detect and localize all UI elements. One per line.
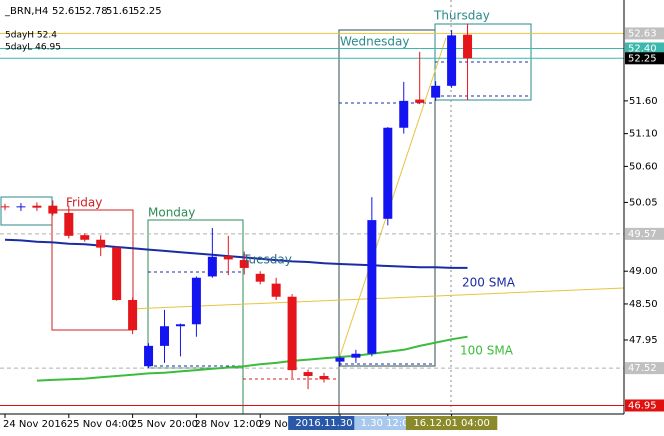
price-label-bg xyxy=(625,52,664,65)
annotation: Monday xyxy=(148,206,195,220)
candle-body xyxy=(367,220,377,354)
y-tick-label: 51.10 xyxy=(629,129,658,140)
candle-body xyxy=(32,205,42,208)
ohlc: 51.61 xyxy=(106,6,135,17)
candle-body xyxy=(415,99,425,103)
y-tick-label: 50.05 xyxy=(629,197,658,208)
legend-label: 100 SMA xyxy=(460,344,514,358)
candle-body xyxy=(239,260,249,268)
x-tick-label: 25 Nov 04:00 xyxy=(67,419,134,430)
candle-body xyxy=(128,300,138,331)
symbol: _BRN,H4 xyxy=(4,6,48,17)
candle-body xyxy=(463,34,473,59)
x-tick-label: 1.30 12:00 xyxy=(361,418,415,429)
candle-body xyxy=(223,256,233,260)
candle-body xyxy=(48,205,58,214)
x-tick-label: 24 Nov 2016 xyxy=(3,419,67,430)
price-label-bg xyxy=(625,27,664,40)
candle-body xyxy=(255,273,265,282)
candle-body xyxy=(0,206,10,208)
price-label: 46.95 xyxy=(628,400,657,411)
y-tick-label: 50.60 xyxy=(629,161,658,172)
ma-line xyxy=(36,335,468,382)
candle-body xyxy=(112,247,122,301)
x-tick-label: 29 Nov 0 xyxy=(258,419,303,430)
candle-body xyxy=(303,372,313,377)
price-label: 52.40 xyxy=(628,43,657,54)
price-label: 49.57 xyxy=(628,229,657,240)
price-label-bg xyxy=(625,399,664,412)
candle-body xyxy=(383,127,393,219)
drawings xyxy=(0,0,625,414)
x-tick-label: 25 Nov 20:00 xyxy=(131,419,198,430)
candle-body xyxy=(160,326,169,346)
annotation: Thursday xyxy=(433,9,490,23)
candle-body xyxy=(175,324,185,327)
x-tick-label: 28 Nov 12:00 xyxy=(194,419,261,430)
candle-body xyxy=(271,283,281,297)
candle-body xyxy=(144,345,154,367)
candle-body xyxy=(351,353,361,358)
price-label: 47.52 xyxy=(628,363,657,374)
candle-body xyxy=(16,206,26,208)
wednesday-box xyxy=(338,29,436,367)
x-tick-label: 2016.11.30 00:00 xyxy=(295,418,384,429)
y-tick-label: 51.60 xyxy=(629,96,658,107)
candle-body xyxy=(64,212,74,236)
annotation: Friday xyxy=(66,196,102,210)
info: 5dayL 46.95 xyxy=(5,43,61,53)
friday-box xyxy=(51,209,134,331)
candle-body xyxy=(431,85,441,98)
candle-body xyxy=(287,296,297,371)
ohlc: 52.25 xyxy=(133,6,162,17)
price-label-bg xyxy=(625,42,664,55)
trend-line xyxy=(129,287,625,310)
price-label-bg xyxy=(625,362,664,375)
candle-body xyxy=(191,277,201,325)
candle-body xyxy=(80,235,90,240)
candle-body xyxy=(447,35,457,86)
x-label-bg xyxy=(405,416,498,430)
price-label: 52.63 xyxy=(628,28,657,39)
candle-body xyxy=(96,239,106,248)
y-tick-label: 49.00 xyxy=(629,266,658,277)
y-tick-label: 47.95 xyxy=(629,335,658,346)
ohlc: 52.78 xyxy=(79,6,108,17)
annotation: Tuesday xyxy=(242,253,292,267)
ohlc: 52.61 xyxy=(52,6,81,17)
plot xyxy=(0,23,624,406)
candle-body xyxy=(335,357,345,362)
x-tick-label: 16.12.01 04:00 xyxy=(413,418,490,429)
y-tick-label: 48.50 xyxy=(629,299,658,310)
candle-body xyxy=(399,100,409,128)
price-label-bg xyxy=(625,227,664,240)
candle-body xyxy=(207,256,217,277)
ma-line xyxy=(4,238,468,269)
annotation: Wednesday xyxy=(340,35,409,49)
legend-label: 200 SMA xyxy=(462,276,516,290)
price-label: 52.25 xyxy=(628,53,657,64)
x-label-bg xyxy=(354,416,422,430)
candle-body xyxy=(319,376,329,380)
info: 5dayH 52.4 xyxy=(5,31,57,41)
